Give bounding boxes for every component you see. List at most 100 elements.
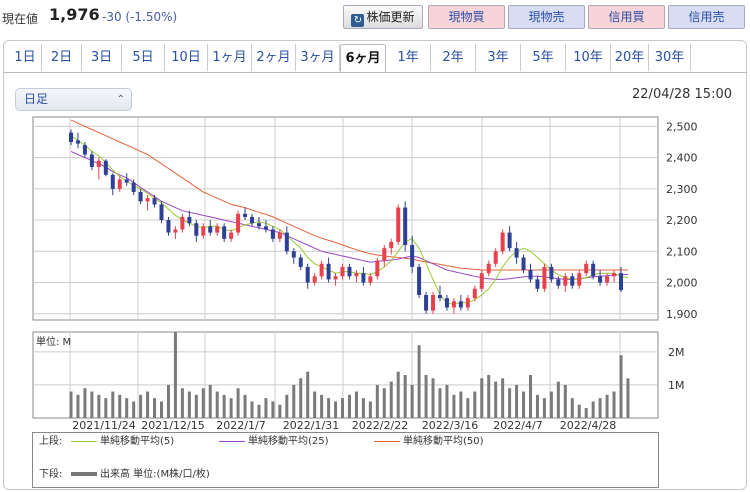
margin-sell-button[interactable]: 信用売 [668, 5, 745, 29]
candle-down [305, 266, 310, 283]
candle-down [124, 179, 129, 183]
volume-bar [389, 381, 393, 418]
tab-period[interactable]: 5年 [521, 44, 566, 71]
candle-up [612, 273, 617, 277]
tab-period[interactable]: 2年 [431, 44, 476, 71]
volume-bar [215, 391, 219, 418]
candle-up [563, 276, 568, 286]
tab-period[interactable]: 1年 [386, 44, 431, 71]
x-tick-label: 2022/3/16 [422, 419, 478, 432]
x-tick-label: 2022/1/7 [216, 419, 265, 432]
candle-down [103, 160, 108, 175]
candle-down [263, 226, 268, 230]
volume-bar [528, 375, 532, 418]
candle-up [584, 263, 589, 274]
candle-up [180, 216, 185, 230]
chevron-updown-icon: ⌃ [116, 94, 125, 105]
price-panel [32, 116, 659, 321]
candle-down [243, 213, 248, 217]
tab-period[interactable]: 2ヶ月 [252, 44, 296, 71]
candle-down [347, 266, 352, 277]
ma50-swatch [374, 440, 400, 442]
candle-down [75, 140, 80, 144]
volume-bar [347, 394, 351, 418]
tab-period[interactable]: 3日 [82, 44, 122, 71]
volume-bar [605, 394, 609, 418]
volume-bar [278, 404, 282, 418]
volume-tick-label: 2M [668, 346, 685, 359]
x-tick-label: 2022/4/7 [493, 419, 542, 432]
volume-bar [264, 398, 268, 418]
candle-up [479, 273, 484, 289]
volume-bar [201, 388, 205, 418]
tab-period[interactable]: 30年 [649, 44, 691, 71]
candle-down [403, 207, 408, 246]
candle-up [382, 248, 387, 261]
chart-datetime: 22/04/28 15:00 [632, 87, 732, 102]
legend-ma5: 単純移動平均(5) [71, 435, 174, 449]
volume-bar [501, 378, 505, 418]
volume-panel [32, 331, 659, 419]
volume-bar [194, 394, 198, 418]
volume-bar [83, 388, 87, 418]
legend-ma25: 単純移動平均(25) [219, 435, 329, 449]
volume-bar [619, 355, 623, 418]
candle-down [284, 232, 289, 252]
x-tick-label: 2021/12/15 [141, 419, 204, 432]
volume-bar [229, 398, 233, 418]
volume-bar [556, 381, 560, 418]
candle-down [152, 198, 157, 205]
candle-down [556, 279, 561, 286]
volume-bar [306, 371, 310, 418]
x-tick-label: 2022/2/22 [352, 419, 408, 432]
interval-select[interactable]: 日足 ⌃ [15, 88, 132, 111]
candle-up [389, 241, 394, 249]
tab-period[interactable]: 3ヶ月 [296, 44, 340, 71]
margin-buy-button[interactable]: 信用買 [588, 5, 665, 29]
volume-bar [459, 391, 463, 418]
volume-bar [424, 375, 428, 418]
tab-period[interactable]: 10日 [165, 44, 208, 71]
volume-bar [90, 391, 94, 418]
volume-bar [549, 391, 553, 418]
candle-down [535, 279, 540, 289]
tab-period[interactable]: 1日 [9, 44, 42, 71]
x-tick-label: 2021/11/24 [72, 419, 135, 432]
tab-period[interactable]: 3年 [476, 44, 521, 71]
volume-bar [104, 398, 108, 418]
volume-bar [250, 401, 254, 418]
volume-bar [508, 388, 512, 418]
candle-down [521, 257, 526, 271]
tab-period[interactable]: 5日 [122, 44, 165, 71]
volume-bar [334, 401, 338, 418]
volume-bar [327, 398, 331, 418]
volume-bar [417, 345, 421, 418]
candle-down [417, 266, 422, 296]
volume-bar [111, 391, 115, 418]
tab-period[interactable]: 6ヶ月 [340, 44, 386, 73]
volume-bar [375, 384, 379, 418]
volume-bar [271, 401, 275, 418]
tab-period[interactable]: 10年 [566, 44, 611, 71]
refresh-price-button[interactable]: ↻ 株価更新 [343, 5, 423, 29]
tab-period[interactable]: 20年 [611, 44, 649, 71]
candle-up [312, 276, 317, 283]
volume-bar [591, 401, 595, 418]
spot-sell-button[interactable]: 現物売 [508, 5, 585, 29]
price-tick-label: 2,100 [666, 245, 698, 258]
volume-bar [584, 408, 588, 418]
spot-buy-button[interactable]: 現物買 [428, 5, 505, 29]
legend-volume: 出来高 単位:(M株/口/枚) [71, 468, 210, 482]
volume-bar [313, 391, 317, 418]
candle-up [201, 226, 206, 236]
volume-bar [125, 398, 129, 418]
tab-period[interactable]: 1ヶ月 [208, 44, 252, 71]
price-tick-label: 1,900 [666, 308, 698, 321]
tab-period[interactable]: 2日 [42, 44, 82, 71]
candle-up [173, 229, 178, 233]
x-tick-label: 2022/4/28 [560, 419, 616, 432]
candle-up [396, 207, 401, 242]
volume-bar [612, 391, 616, 418]
interval-select-value: 日足 [24, 92, 49, 106]
candle-up [431, 295, 436, 311]
